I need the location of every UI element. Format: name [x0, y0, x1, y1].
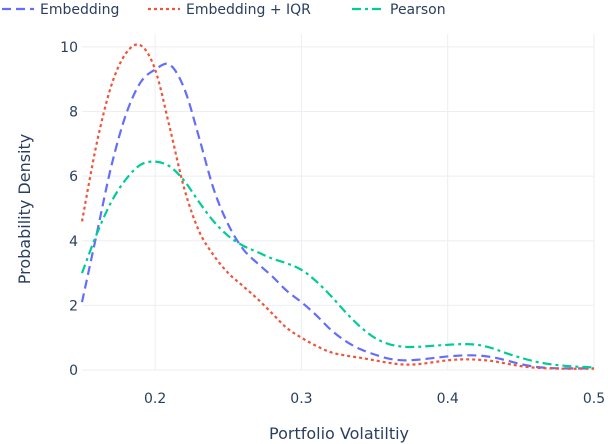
y-tick-label: 4 [69, 234, 78, 250]
pearson-series-line [80, 160, 595, 369]
embedding-series-line [80, 62, 594, 370]
y-axis-title: Probability Density [15, 134, 34, 285]
x-tick-label: 0.2 [144, 391, 166, 407]
legend-label: Embedding [40, 2, 119, 18]
y-tick-label: 2 [69, 298, 78, 314]
y-axis-ticks: 0 2 4 6 8 10 [60, 40, 78, 379]
x-tick-label: 0.4 [437, 391, 459, 407]
x-tick-label: 0.5 [583, 391, 605, 407]
legend-label: Pearson [390, 2, 446, 18]
y-tick-label: 0 [69, 363, 78, 379]
y-tick-label: 6 [69, 169, 78, 185]
legend-label: Embedding + IQR [186, 2, 311, 18]
y-tick-label: 10 [60, 40, 78, 56]
x-axis-title: Portfolio Volatiltiy [269, 424, 409, 443]
legend: Embedding Embedding + IQR Pearson [2, 2, 446, 18]
x-axis-ticks: 0.2 0.3 0.4 0.5 [144, 391, 605, 407]
x-tick-label: 0.3 [290, 391, 312, 407]
gridlines [82, 34, 595, 371]
embedding-iqr-series-line [80, 43, 594, 370]
series-lines [80, 43, 595, 370]
y-tick-label: 8 [69, 105, 78, 121]
